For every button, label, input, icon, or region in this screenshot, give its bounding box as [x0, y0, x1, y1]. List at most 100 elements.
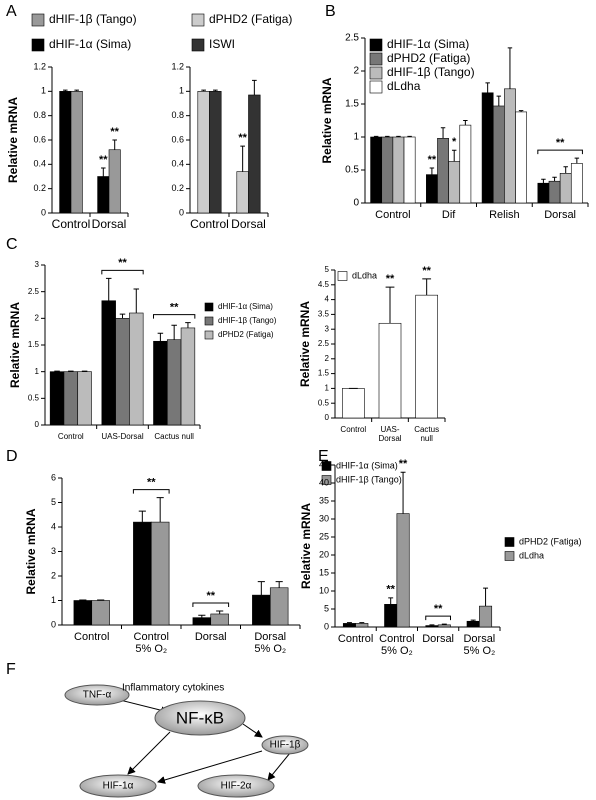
legend-swatch [204, 330, 214, 340]
bar [91, 600, 110, 626]
error-bar [101, 167, 106, 177]
arrow [127, 731, 171, 775]
y-tick-label: 1.5 [345, 99, 359, 110]
error-bar [54, 370, 60, 372]
y-tick-label: 2 [325, 354, 330, 363]
bracket [537, 149, 583, 155]
legend-swatch [369, 66, 383, 80]
error-bar [81, 370, 88, 372]
node-label: NF-κB [176, 708, 224, 727]
bar [108, 149, 121, 214]
bar [180, 327, 196, 426]
node [64, 684, 130, 706]
y-tick-label: 0 [51, 619, 56, 629]
error-bar [157, 332, 164, 342]
y-tick-label: 1 [41, 86, 46, 96]
y-tick-label: 1 [353, 132, 359, 143]
x-tick-label: Dorsal [195, 631, 227, 643]
bar [415, 294, 438, 419]
bar [355, 623, 369, 628]
bar [49, 371, 65, 426]
annotation: ** [386, 273, 395, 285]
error-bar [483, 587, 489, 607]
y-tick-label: 4 [325, 295, 330, 304]
error-bar [429, 624, 435, 626]
bar [77, 371, 92, 426]
legend-swatch [321, 461, 332, 471]
panel-label: D [6, 448, 18, 465]
legend-label: dHIF-1β (Tango) [336, 474, 402, 484]
bar [210, 613, 229, 626]
annotation: ** [170, 302, 179, 314]
node-label: HIF-2α [221, 781, 252, 792]
bar [70, 91, 83, 214]
error-bar [105, 277, 112, 301]
y-tick-label: 0.2 [171, 183, 184, 193]
y-tick-label: 0 [324, 621, 329, 631]
panel-label: C [6, 236, 18, 253]
y-axis-label: Relative mRNA [299, 503, 313, 589]
y-tick-label: 1.5 [28, 340, 40, 349]
y-tick-label: 4.5 [318, 280, 330, 289]
error-bar [359, 622, 365, 624]
y-tick-label: 40 [319, 477, 329, 487]
y-tick-label: 3.5 [318, 310, 330, 319]
bar [384, 604, 398, 628]
bar [73, 600, 93, 626]
bar [370, 136, 383, 204]
bracket [192, 602, 230, 608]
legend-label: dLdha [352, 270, 377, 280]
y-tick-label: 0 [325, 413, 330, 422]
x-tick-label: Dorsal [231, 217, 266, 231]
error-bar [485, 82, 490, 93]
bar [252, 594, 271, 626]
node [261, 735, 309, 755]
y-tick-label: 1 [51, 595, 56, 605]
error-bar [396, 135, 401, 137]
error-bar [213, 89, 218, 92]
bar [192, 617, 212, 626]
x-tick-label: UAS-Dorsal [101, 432, 143, 441]
y-tick-label: 45 [319, 459, 329, 469]
legend-label: dHIF-1α (Sima) [218, 302, 273, 311]
bar [479, 605, 493, 628]
annotation: ** [386, 584, 395, 596]
y-tick-label: 0 [41, 207, 46, 217]
bar [129, 312, 144, 426]
node [197, 774, 275, 798]
y-axis-label: Relative mRNA [8, 302, 22, 388]
legend-swatch [369, 80, 383, 94]
error-bar [198, 614, 206, 618]
y-tick-label: 0.4 [171, 159, 184, 169]
chart: C Relative mRNA 0 0.5 1 1.5 2 2.5 3 Control UAS-Do… [6, 236, 277, 441]
y-tick-label: 0 [35, 420, 40, 429]
y-tick-label: 2.5 [28, 287, 40, 296]
chart: B Relative mRNA 0 0.5 1 1.5 2 2.5 Control Dif Reli… [320, 3, 589, 221]
panel-label: E [318, 448, 329, 465]
node [154, 700, 246, 736]
annotation: ** [428, 154, 437, 166]
bar [481, 92, 494, 204]
error-bar [451, 149, 457, 162]
annotation: ** [99, 154, 108, 166]
bar [437, 624, 451, 628]
error-bar [552, 176, 557, 182]
y-tick-label: 1.5 [318, 369, 330, 378]
x-tick-label: Dorsal 5% O₂ [254, 631, 286, 655]
node [79, 774, 157, 798]
y-tick-label: 4 [51, 521, 56, 531]
diagram: F TNF-α Inflammatory cytokines NF-κB HIF… [6, 661, 309, 798]
x-tick-label: Relish [489, 209, 520, 221]
node-label: TNF-α [83, 690, 112, 701]
error-bar [385, 286, 395, 324]
x-tick-label: Cactus null [154, 432, 194, 441]
bar [150, 521, 170, 626]
legend-swatch [369, 38, 383, 52]
bracket [425, 615, 451, 621]
legend-label: dLdha [519, 550, 544, 560]
y-tick-label: 2 [35, 313, 40, 322]
y-tick-label: 2 [51, 570, 56, 580]
error-bar [240, 145, 245, 172]
y-tick-label: 1 [35, 367, 40, 376]
y-tick-label: 2 [353, 66, 359, 77]
